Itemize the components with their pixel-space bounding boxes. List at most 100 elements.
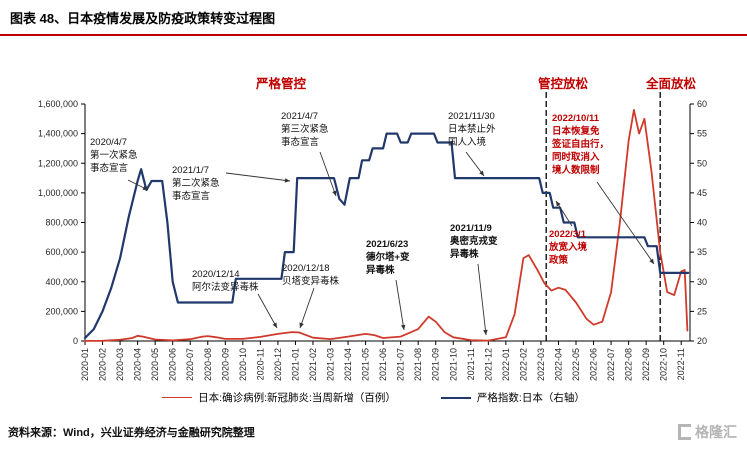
chart-legend: 日本:确诊病例:新冠肺炎:当周新增（百例） 严格指数:日本（右轴） [0, 390, 747, 405]
chart-annotation: 2022/10/11 日本恢复免 签证自由行， 同时取消入 境人数限制 [552, 113, 610, 176]
arrowhead-icon [556, 201, 561, 207]
chart-annotation: 2020/12/14 阿尔法变异毒株 [192, 269, 259, 293]
x-axis-label: 2020-05 [150, 348, 160, 381]
x-axis-label: 2020-03 [115, 348, 125, 381]
x-axis-label: 2021-05 [361, 348, 371, 381]
x-axis-label: 2020-04 [133, 348, 143, 381]
x-axis-label: 2021-06 [378, 348, 388, 381]
arrowhead-icon [401, 324, 406, 330]
arrowhead-icon [142, 185, 148, 190]
arrowhead-icon [479, 170, 484, 176]
x-axis-label: 2020-09 [220, 348, 230, 381]
figure-title: 图表 48、日本疫情发展及防疫政策转变过程图 [10, 11, 276, 26]
arrowhead-icon [332, 190, 337, 196]
y-axis-right-label: 55 [697, 129, 707, 139]
chart-annotation: 2020/4/7 第一次紧急 事态宣言 [90, 137, 138, 174]
source-note: 资料来源：Wind，兴业证券经济与金融研究院整理 [8, 427, 255, 439]
annotation-arrow [319, 151, 337, 197]
phase-label: 全面放松 [645, 77, 697, 91]
annotation-arrow [225, 172, 291, 182]
x-axis-label: 2021-01 [290, 348, 300, 381]
watermark: 格隆汇 [678, 422, 737, 442]
stringency-line [83, 132, 690, 340]
legend-item-stringency: 严格指数:日本（右轴） [440, 390, 585, 405]
y-axis-right-label: 20 [697, 336, 707, 346]
x-axis-label: 2020-11 [255, 348, 265, 380]
y-axis-right-label: 50 [697, 158, 707, 168]
x-axis-label: 2020-12 [273, 348, 283, 381]
y-axis-right-label: 35 [697, 247, 707, 257]
cases-line [84, 109, 689, 342]
y-axis-right-label: 60 [697, 99, 707, 109]
legend-label-cases: 日本:确诊病例:新冠肺炎:当周新增（百例） [198, 392, 396, 404]
red-line-icon [162, 397, 193, 398]
y-axis-left-label: 600,000 [45, 247, 78, 257]
legend-item-cases: 日本:确诊病例:新冠肺炎:当周新增（百例） [162, 390, 396, 405]
watermark-logo-icon [678, 424, 691, 440]
y-axis-right-label: 45 [697, 188, 707, 198]
x-axis-label: 2021-08 [413, 348, 423, 381]
x-axis-label: 2022-09 [641, 348, 651, 381]
x-axis-label: 2022-11 [676, 348, 686, 380]
legend-label-stringency: 严格指数:日本（右轴） [476, 392, 585, 404]
x-axis-label: 2022-02 [518, 348, 528, 381]
x-axis-label: 2020-01 [80, 348, 90, 381]
watermark-text: 格隆汇 [695, 424, 737, 440]
x-axis-label: 2022-07 [606, 348, 616, 381]
x-axis-label: 2022-08 [624, 348, 634, 381]
y-axis-left-label: 1,000,000 [38, 188, 78, 198]
annotation-arrow [596, 181, 655, 265]
annotation-arrow [257, 293, 278, 329]
chart-annotation: 2021/4/7 第三次紧急 事态宣言 [281, 111, 329, 148]
arrowhead-icon [649, 258, 654, 264]
x-axis-label: 2020-07 [185, 348, 195, 381]
y-axis-right-label: 30 [697, 277, 707, 287]
y-axis-left-label: 1,400,000 [38, 129, 78, 139]
x-axis-label: 2022-05 [571, 348, 581, 381]
y-axis-left-label: 800,000 [45, 218, 78, 228]
chart-annotation: 2020/12/18 贝塔变异毒株 [282, 263, 340, 287]
y-axis-left-label: 400,000 [45, 277, 78, 287]
phase-label: 管控放松 [537, 77, 589, 91]
y-axis-right-label: 25 [697, 306, 707, 316]
blue-line-icon [440, 396, 471, 399]
x-axis-label: 2022-06 [589, 348, 599, 381]
arrowhead-icon [272, 322, 277, 328]
arrowhead-icon [483, 329, 488, 335]
x-axis-label: 2021-03 [326, 348, 336, 381]
x-axis-label: 2021-12 [483, 348, 493, 381]
arrowhead-icon [284, 178, 290, 183]
annotation-arrow [395, 279, 405, 331]
chart-annotation: 2022/3/1 放宽入境 政策 [549, 229, 588, 266]
x-axis-label: 2020-08 [203, 348, 213, 381]
arrowhead-icon [299, 322, 304, 328]
y-axis-left-label: 1,600,000 [38, 99, 78, 109]
y-axis-left-label: 1,200,000 [38, 158, 78, 168]
x-axis-label: 2022-01 [501, 348, 511, 381]
x-axis-label: 2021-11 [466, 348, 476, 380]
annotation-arrow [477, 263, 487, 336]
phase-label: 严格管控 [255, 77, 307, 91]
x-axis-label: 2021-04 [343, 348, 353, 381]
figure-header: 图表 48、日本疫情发展及防疫政策转变过程图 [0, 0, 747, 36]
x-axis-label: 2020-10 [238, 348, 248, 381]
chart-annotation: 2021/11/9 奥密克戎变 异毒株 [450, 223, 498, 260]
chart-annotation: 2021/6/23 德尔塔+变 异毒株 [366, 239, 410, 276]
x-axis-label: 2021-02 [308, 348, 318, 381]
x-axis-label: 2020-02 [98, 348, 108, 381]
y-axis-right-label: 40 [697, 218, 707, 228]
x-axis-label: 2021-10 [448, 348, 458, 381]
x-axis-label: 2020-06 [168, 348, 178, 381]
x-axis-label: 2022-04 [553, 348, 563, 381]
chart-annotation: 2021/11/30 日本禁止外 国人入境 [448, 111, 496, 148]
x-axis-label: 2021-09 [431, 348, 441, 381]
x-axis-label: 2022-03 [536, 348, 546, 381]
y-axis-left-label: 200,000 [45, 306, 78, 316]
chart-annotation: 2021/1/7 第二次紧急 事态宣言 [172, 165, 220, 202]
y-axis-left-label: 0 [73, 336, 78, 346]
annotation-arrow [299, 287, 315, 329]
x-axis-label: 2022-10 [659, 348, 669, 381]
x-axis-label: 2021-07 [396, 348, 406, 381]
